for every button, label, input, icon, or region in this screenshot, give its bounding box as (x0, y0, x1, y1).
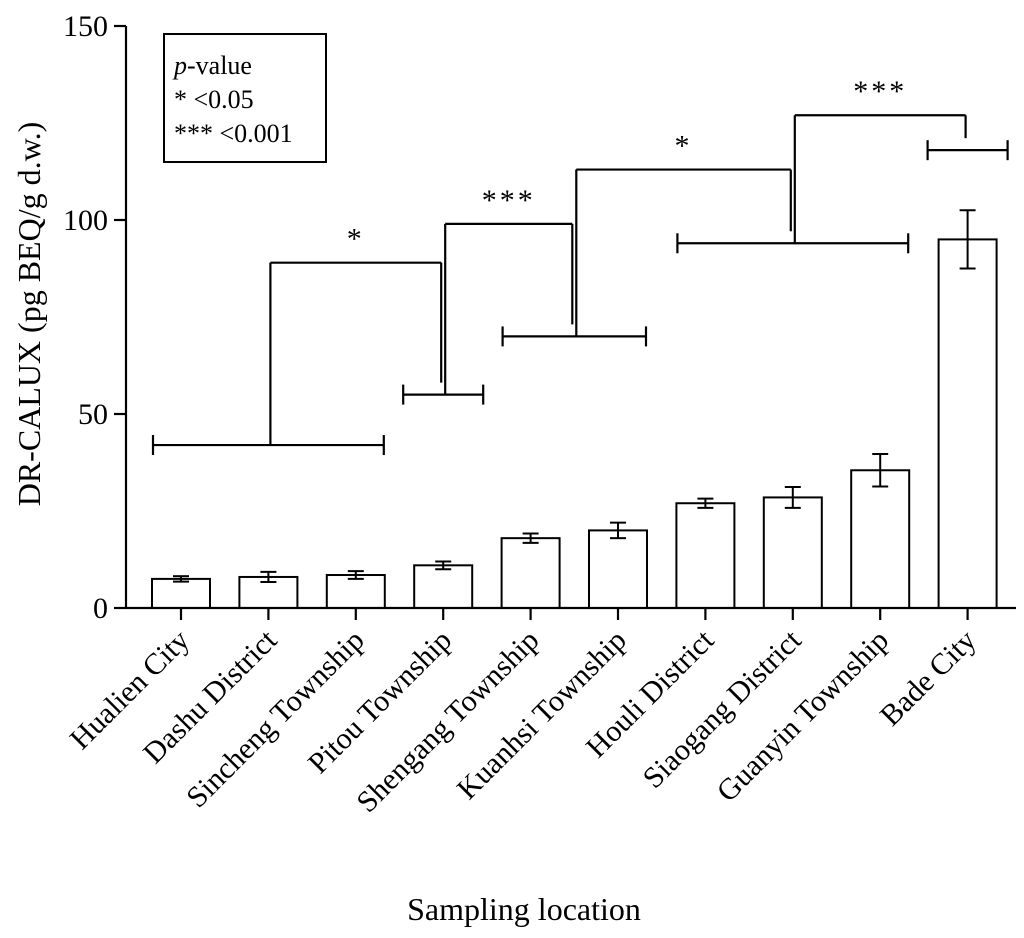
bars-layer (151, 238, 998, 610)
y-tick-label: 0 (93, 592, 108, 625)
bar (500, 537, 561, 609)
significance-brackets-layer: ******** (151, 75, 1009, 456)
bar (151, 577, 211, 610)
y-tick-label: 150 (63, 10, 108, 43)
x-axis-title: Sampling location (407, 891, 641, 927)
legend-entry: *** <0.001 (174, 119, 293, 148)
significance-label: *** (482, 184, 536, 217)
bar (588, 529, 648, 610)
x-tick-label: Bade City (874, 624, 983, 733)
bar (325, 574, 386, 610)
y-axis-title: DR-CALUX (pg BEQ/g d.w.) (11, 122, 47, 507)
legend-entry: * <0.05 (174, 85, 254, 114)
x-tick-label: Siaogang District (637, 623, 809, 795)
legend-box (163, 33, 327, 163)
y-tick-label: 50 (78, 398, 108, 431)
bar (937, 238, 998, 609)
significance-label: * (347, 223, 365, 256)
error-bars-layer (173, 209, 976, 584)
bar (413, 564, 474, 610)
bar (675, 502, 736, 609)
legend: p-value * <0.05 *** <0.001 (163, 33, 327, 163)
axes-layer (124, 26, 1016, 610)
legend-title: p-value (172, 51, 252, 80)
y-ticks-layer: 0 50 100 150 (63, 10, 126, 625)
legend-title-rest: -value (187, 51, 252, 80)
significance-label: *** (853, 75, 907, 108)
y-tick-label: 100 (63, 204, 108, 237)
bar (762, 496, 823, 610)
legend-title-italic: p (172, 51, 187, 80)
bar (850, 469, 911, 610)
significance-label: * (675, 130, 693, 163)
